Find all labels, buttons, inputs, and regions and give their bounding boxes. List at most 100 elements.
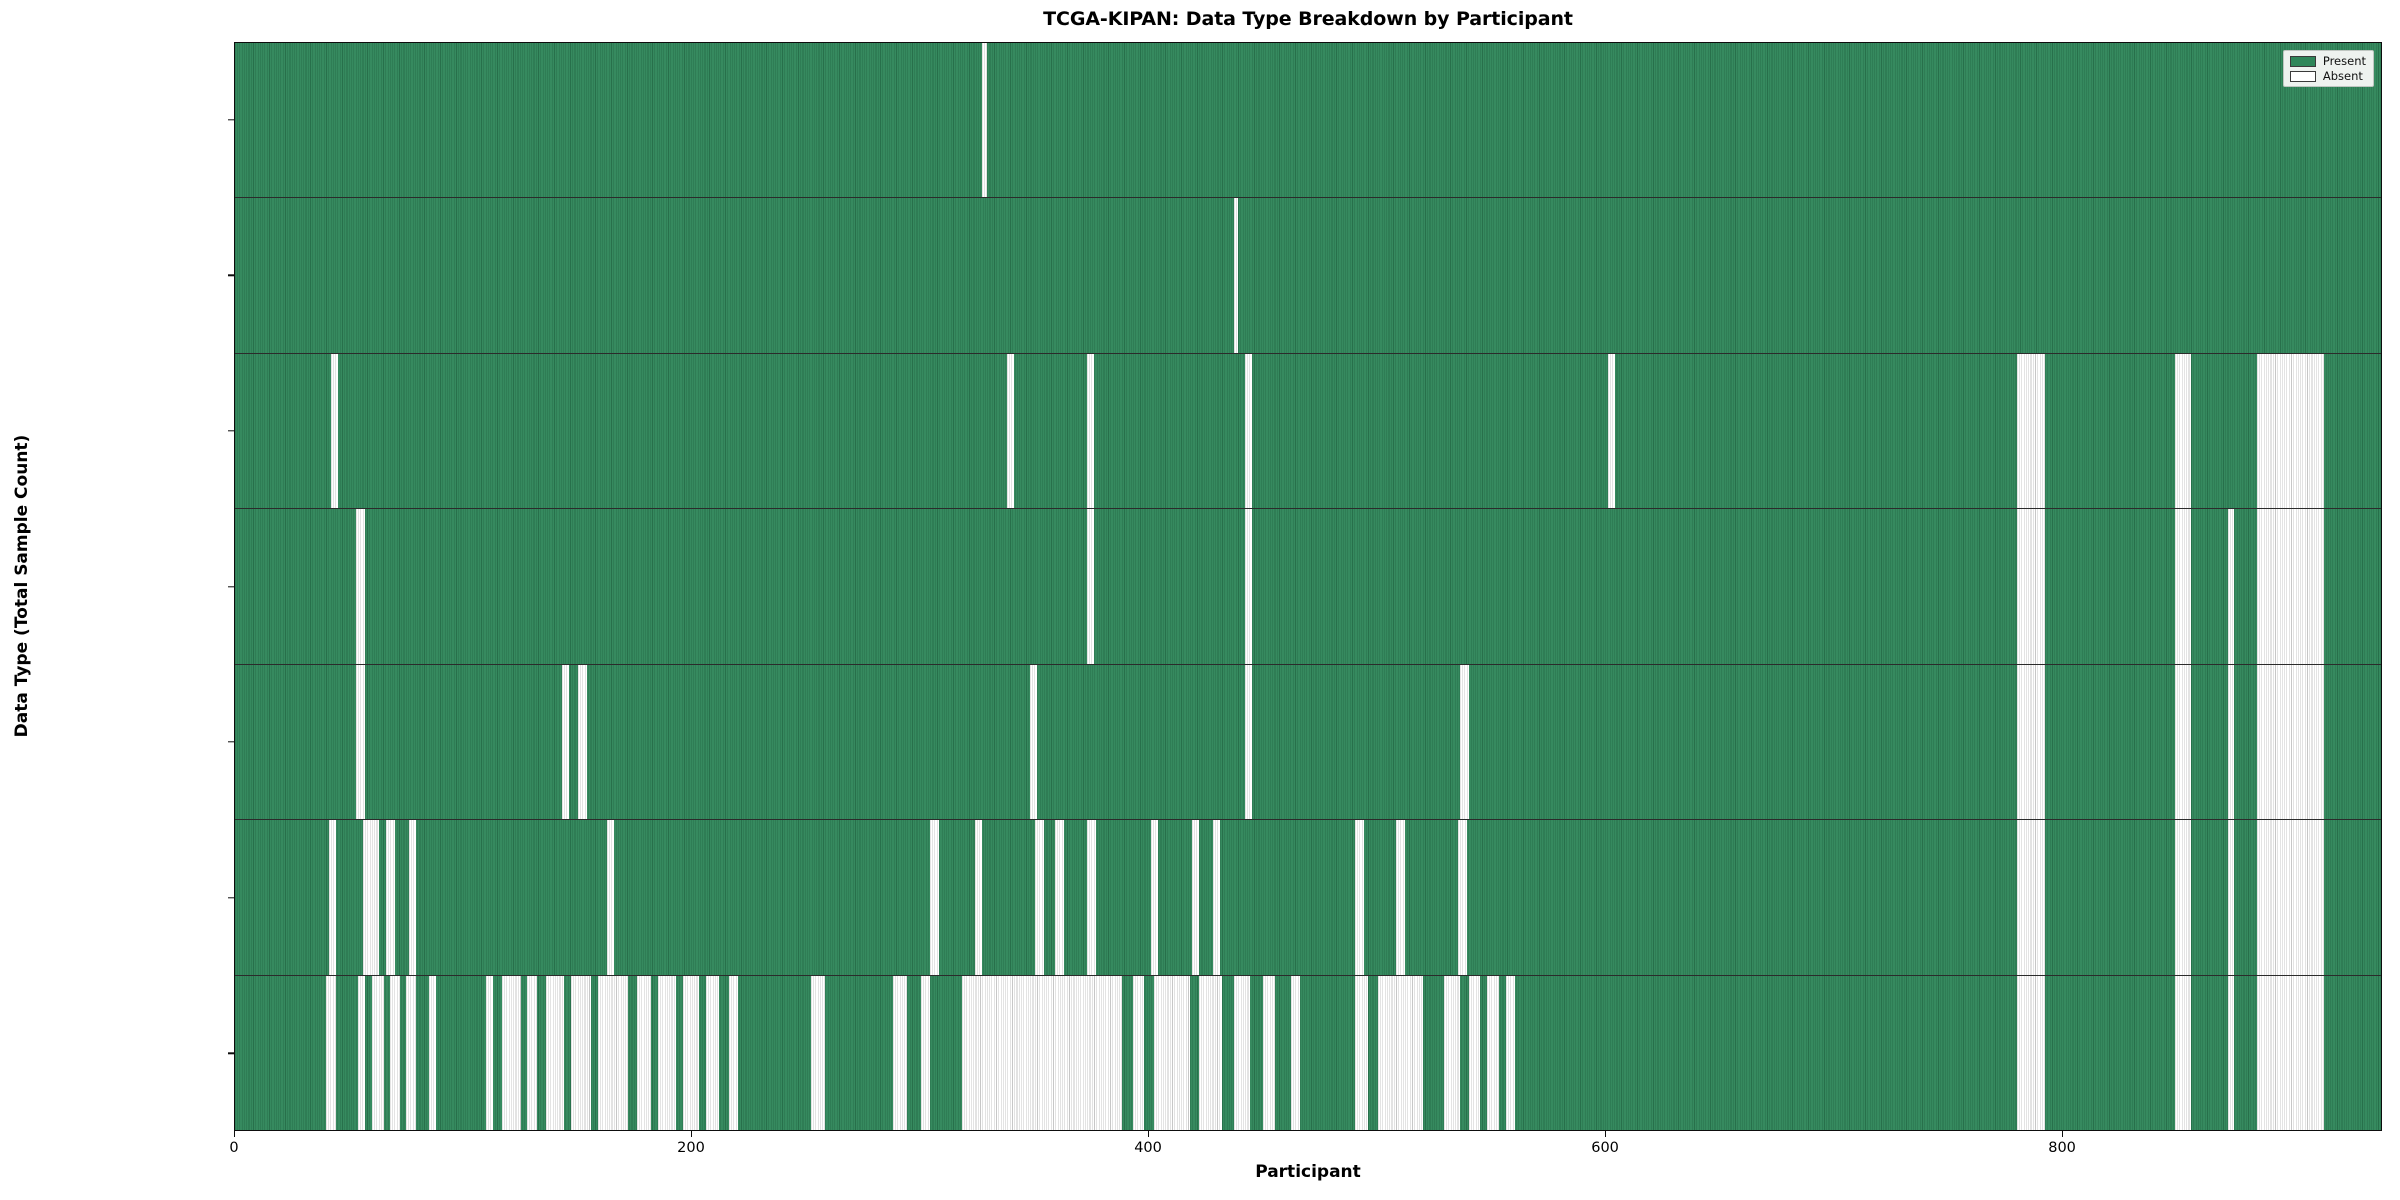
absent-cell-block <box>1354 820 1364 975</box>
heatmap-row[interactable] <box>235 820 2381 976</box>
absent-cell-block <box>728 975 738 1130</box>
absent-cell-block <box>486 975 494 1130</box>
row-column-texture <box>235 43 2381 198</box>
absent-cell-block <box>2257 509 2324 664</box>
absent-cell-block <box>657 975 676 1130</box>
absent-cell-block <box>1505 975 1515 1130</box>
absent-cell-block <box>975 820 983 975</box>
y-axis-tick-mark <box>228 741 234 743</box>
absent-cell-block <box>1377 975 1424 1130</box>
row-column-texture <box>235 198 2381 353</box>
absent-cell-block <box>2017 509 2045 664</box>
absent-cell-block <box>607 820 615 975</box>
heatmap-row[interactable] <box>235 509 2381 665</box>
x-axis-tick-mark <box>1605 1131 1607 1137</box>
page-title: TCGA-KIPAN: Data Type Breakdown by Parti… <box>1043 8 1573 30</box>
absent-cell-block <box>2227 820 2235 975</box>
x-axis-tick-label: 400 <box>1134 1140 1162 1156</box>
absent-cell-block <box>1034 820 1044 975</box>
absent-cell-block <box>1007 353 1015 509</box>
absent-cell-block <box>1487 975 1499 1130</box>
absent-cell-block <box>372 975 384 1130</box>
absent-cell-block <box>2017 820 2045 975</box>
absent-cell-block <box>1263 975 1275 1130</box>
y-axis-tick-mark <box>228 585 234 588</box>
heatmap-plot-area[interactable] <box>234 42 2382 1131</box>
absent-cell-block <box>682 975 699 1130</box>
absent-cell-block <box>2257 820 2324 975</box>
row-column-texture <box>235 664 2381 820</box>
absent-cell-block <box>982 43 987 198</box>
y-axis-tick-mark <box>228 274 234 277</box>
absent-cell-block <box>1245 664 1252 820</box>
absent-cell-block <box>893 975 907 1130</box>
absent-cell-block <box>1233 198 1239 353</box>
x-axis-tick-label: 600 <box>1591 1140 1619 1156</box>
heatmap-row[interactable] <box>235 664 2381 821</box>
heatmap-row[interactable] <box>235 975 2381 1130</box>
absent-cell-block <box>328 820 336 975</box>
legend-entry[interactable]: Present <box>2289 55 2366 67</box>
absent-cell-block <box>326 975 336 1130</box>
absent-cell-block <box>527 975 537 1130</box>
absent-cell-block <box>2227 509 2235 664</box>
absent-cell-block <box>406 975 416 1130</box>
y-axis-label: Data Type (Total Sample Count) <box>12 434 32 738</box>
absent-cell-block <box>1468 975 1481 1130</box>
x-axis-label: Participant <box>1255 1162 1361 1182</box>
y-axis-tick-mark <box>228 119 234 121</box>
absent-cell-block <box>1087 820 1097 975</box>
absent-cell-block <box>1087 509 1095 664</box>
absent-cell-block <box>961 975 1122 1130</box>
legend-entry[interactable]: Absent <box>2289 69 2366 83</box>
heatmap-row[interactable] <box>235 353 2381 510</box>
absent-cell-block <box>1133 975 1145 1130</box>
absent-cell-block <box>1290 975 1300 1130</box>
absent-cell-block <box>545 975 565 1130</box>
absent-cell-block <box>1199 975 1223 1130</box>
x-axis-tick-mark <box>1148 1131 1150 1137</box>
absent-cell-block <box>1245 353 1252 509</box>
y-axis-tick-mark <box>228 896 234 899</box>
absent-cell-block <box>408 820 416 975</box>
absent-cell-block <box>1233 975 1250 1130</box>
x-axis-tick-mark <box>691 1131 693 1137</box>
absent-cell-block <box>2017 975 2045 1130</box>
absent-cell-block <box>810 975 825 1130</box>
absent-cell-block <box>1608 353 1616 509</box>
absent-cell-block <box>358 975 366 1130</box>
absent-cell-block <box>1245 509 1252 664</box>
absent-cell-block <box>356 509 366 664</box>
heatmap-row[interactable] <box>235 198 2381 354</box>
absent-cell-block <box>1030 664 1038 820</box>
x-axis-tick-label: 200 <box>677 1140 705 1156</box>
heatmap-row-container <box>235 43 2381 1130</box>
absent-cell-block <box>598 975 629 1130</box>
absent-cell-block <box>929 820 939 975</box>
absent-cell-block <box>2017 664 2045 820</box>
absent-cell-block <box>1153 975 1191 1130</box>
legend-label: Absent <box>2322 69 2363 83</box>
absent-cell-block <box>2257 353 2324 509</box>
legend-swatch-present <box>2289 55 2316 67</box>
absent-cell-block <box>561 664 569 820</box>
absent-cell-block <box>570 975 592 1130</box>
absent-cell-block <box>330 353 338 509</box>
absent-cell-block <box>362 820 379 975</box>
absent-cell-block <box>2175 509 2192 664</box>
row-column-texture <box>235 353 2381 509</box>
absent-cell-block <box>2257 664 2324 820</box>
absent-cell-block <box>390 975 400 1130</box>
absent-cell-block <box>2227 975 2235 1130</box>
heatmap-row[interactable] <box>235 43 2381 199</box>
legend[interactable]: Present Absent <box>2282 50 2374 87</box>
absent-cell-block <box>1443 975 1460 1130</box>
absent-cell-block <box>1192 820 1200 975</box>
absent-cell-block <box>1459 664 1469 820</box>
absent-cell-block <box>2175 353 2192 509</box>
absent-cell-block <box>577 664 587 820</box>
x-axis-tick-label: 800 <box>2048 1140 2076 1156</box>
legend-swatch-absent <box>2289 70 2316 82</box>
absent-cell-block <box>637 975 651 1130</box>
absent-cell-block <box>2175 820 2192 975</box>
